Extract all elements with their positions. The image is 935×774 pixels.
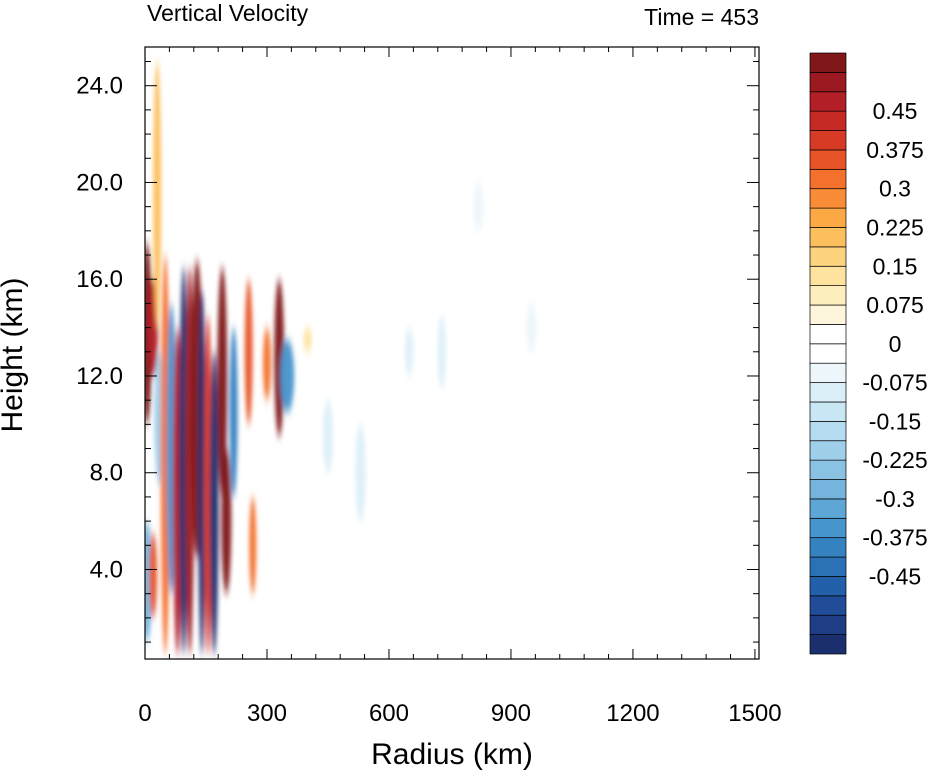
colorbar-label: -0.075 [862, 370, 927, 396]
x-axis: 0 300 600 900 1200 1500 [138, 47, 782, 727]
colorbar-swatch [809, 304, 847, 325]
colorbar-swatch [809, 595, 847, 616]
colorbar-swatch [809, 149, 847, 170]
colorbar-swatch [809, 110, 847, 131]
colorbar-swatch [809, 576, 847, 597]
velocity-cell [303, 327, 312, 352]
plot-area [145, 47, 759, 659]
colorbar-swatch [809, 517, 847, 539]
velocity-cell [262, 327, 271, 401]
velocity-cell [153, 61, 162, 328]
colorbar-swatch [809, 72, 847, 93]
y-axis: 4.0 8.0 12.0 16.0 20.0 24.0 [76, 61, 759, 643]
y-tick-label: 16.0 [76, 266, 123, 293]
colorbar-label: -0.3 [875, 486, 915, 512]
velocity-cell [355, 424, 366, 522]
x-tick-label: 300 [247, 700, 287, 727]
velocity-cell [249, 496, 257, 594]
velocity-cell [437, 315, 446, 389]
x-axis-title: Radius (km) [371, 738, 533, 771]
colorbar-swatch [809, 537, 847, 558]
velocity-cell [160, 255, 170, 655]
velocity-cell [244, 279, 253, 425]
colorbar-label: -0.15 [869, 408, 921, 434]
colorbar-swatch [809, 479, 847, 500]
colorbar-swatch [809, 227, 847, 248]
y-tick-label: 8.0 [90, 460, 123, 487]
colorbar-swatch [809, 614, 847, 635]
velocity-field [145, 61, 537, 655]
colorbar-swatch [809, 634, 847, 655]
colorbar-label: 0.075 [866, 292, 924, 318]
colorbar-label: 0.225 [866, 214, 924, 240]
time-label: Time = 453 [644, 4, 759, 30]
velocity-cell [149, 533, 158, 618]
colorbar-label: 0.45 [873, 98, 918, 124]
colorbar-label: 0.3 [879, 176, 911, 202]
colorbar-swatch [809, 188, 847, 209]
colorbar-swatch [809, 421, 847, 442]
velocity-cell [405, 327, 414, 376]
colorbar: -0.45 -0.375 -0.3 -0.225 -0.15 -0.075 0 0.075 0.… [809, 52, 928, 655]
x-tick-label: 1500 [728, 700, 781, 727]
colorbar-swatch [809, 459, 847, 480]
velocity-cell [229, 327, 238, 497]
y-tick-label: 4.0 [90, 556, 123, 583]
velocity-cell [217, 267, 228, 497]
y-tick-label: 20.0 [76, 169, 123, 196]
y-tick-label: 24.0 [76, 73, 123, 100]
colorbar-label: 0 [889, 331, 902, 357]
colorbar-label: -0.45 [869, 563, 921, 589]
colorbar-label: 0.375 [866, 137, 924, 163]
chart-title: Vertical Velocity [147, 0, 309, 26]
colorbar-swatch [809, 265, 847, 286]
colorbar-label: -0.225 [862, 447, 927, 473]
colorbar-swatch [809, 401, 847, 422]
plot-frame [144, 46, 760, 660]
colorbar-swatch [809, 382, 847, 403]
velocity-cell [197, 291, 206, 655]
velocity-cell [280, 339, 295, 413]
colorbar-swatch [809, 130, 847, 151]
colorbar-swatch [809, 246, 847, 267]
x-tick-label: 600 [369, 700, 409, 727]
colorbar-swatch [809, 556, 847, 577]
colorbar-swatch [809, 362, 847, 383]
velocity-cell [209, 351, 219, 655]
velocity-cell [322, 400, 333, 473]
x-tick-label: 0 [138, 700, 151, 727]
colorbar-swatch [809, 52, 847, 73]
colorbar-swatch [809, 168, 847, 190]
x-tick-label: 900 [491, 700, 531, 727]
colorbar-swatch [809, 498, 847, 519]
colorbar-swatch [809, 324, 847, 345]
velocity-cell [221, 448, 232, 594]
colorbar-swatch [809, 440, 847, 461]
colorbar-swatch [809, 343, 847, 364]
velocity-cell [473, 182, 484, 231]
velocity-cell [526, 303, 537, 352]
velocity-cell [204, 315, 213, 655]
colorbar-swatch [809, 91, 847, 112]
colorbar-label: 0.15 [873, 253, 918, 279]
x-tick-label: 1200 [606, 700, 659, 727]
y-tick-label: 12.0 [76, 363, 123, 390]
colorbar-swatch [809, 207, 847, 228]
y-axis-title: Height (km) [0, 277, 29, 432]
colorbar-label: -0.375 [862, 525, 927, 551]
colorbar-swatch [809, 285, 847, 306]
